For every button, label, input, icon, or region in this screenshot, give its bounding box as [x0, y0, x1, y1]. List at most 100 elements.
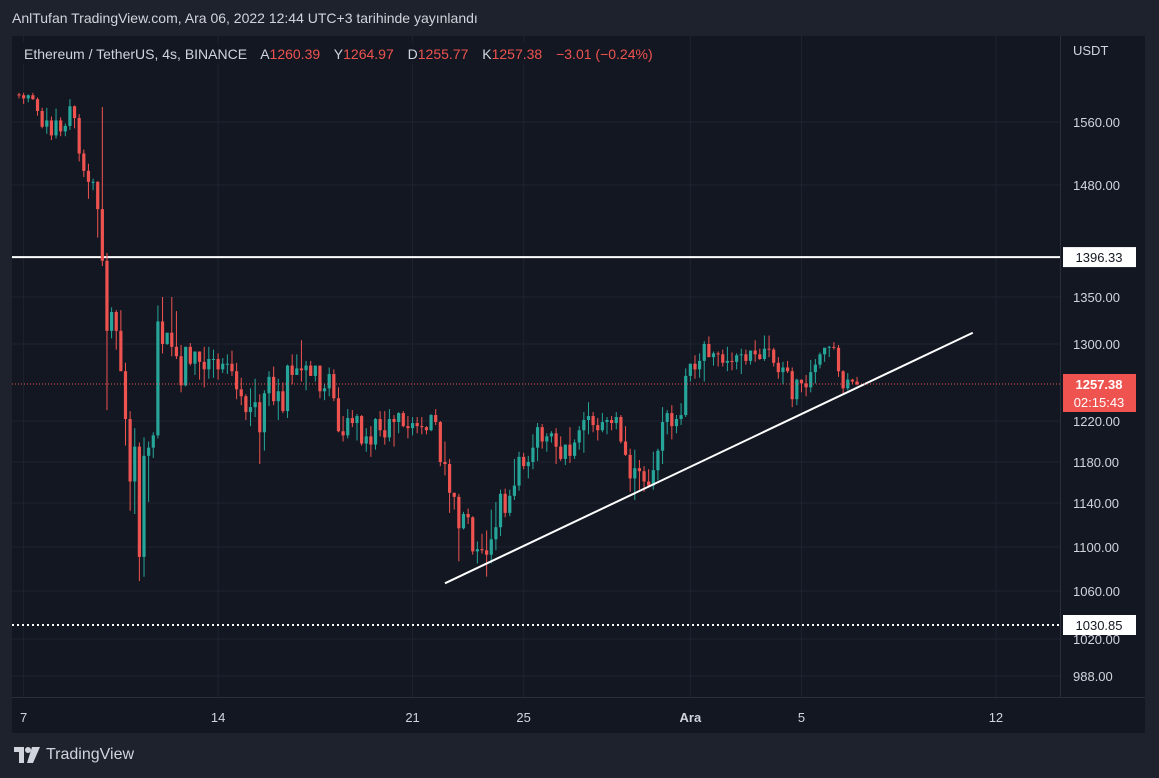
candle-body — [619, 417, 623, 442]
candle — [151, 432, 155, 458]
candle — [327, 367, 331, 397]
tradingview-logo[interactable]: TradingView — [14, 746, 134, 764]
candle — [221, 358, 225, 374]
candle — [373, 418, 378, 450]
legend-close-label: K — [482, 46, 492, 62]
candle — [174, 311, 179, 360]
price-tick-label: 1480.00 — [1073, 178, 1120, 193]
candle — [628, 448, 632, 492]
candles — [17, 92, 859, 582]
candle-body — [503, 493, 507, 513]
candle — [285, 364, 290, 419]
candle-body — [378, 419, 382, 431]
candle-body — [119, 330, 123, 372]
candle-body — [202, 361, 206, 370]
candle-body — [535, 427, 540, 448]
candle-body — [373, 419, 378, 445]
candle-body — [554, 433, 558, 447]
candle-body — [475, 549, 479, 552]
candle-body — [193, 351, 197, 364]
candle-body — [559, 446, 563, 459]
candle — [262, 390, 266, 451]
candle — [517, 451, 521, 491]
candle — [698, 353, 702, 378]
candle — [355, 414, 359, 441]
candle-body — [360, 416, 364, 444]
candle-body — [147, 447, 151, 456]
trend-lines — [444, 331, 974, 585]
candle — [674, 415, 679, 434]
candle — [346, 409, 350, 439]
price-tick-label: 1180.00 — [1073, 455, 1119, 470]
candle-body — [364, 436, 368, 444]
candle — [721, 349, 725, 367]
candle-body — [258, 402, 262, 433]
candle-body — [59, 120, 63, 132]
legend-symbol: Ethereum / TetherUS, 4s, BINANCE — [24, 46, 247, 62]
candlestick-chart[interactable]: Ethereum / TetherUS, 4s, BINANCE A1260.3… — [12, 36, 1145, 733]
level-price-badge: 1396.33 — [1063, 247, 1136, 268]
candle-body — [591, 416, 595, 426]
candle — [563, 444, 567, 466]
candle — [785, 360, 790, 374]
candle-body — [434, 415, 438, 423]
countdown-label: 02:15:43 — [1074, 395, 1125, 410]
candle-body — [230, 363, 234, 372]
candle — [258, 394, 262, 465]
candle — [387, 409, 391, 442]
candle — [133, 428, 137, 514]
candle — [586, 402, 591, 435]
candle-body — [776, 362, 780, 373]
candle-body — [855, 381, 859, 385]
chart-panel[interactable]: Ethereum / TetherUS, 4s, BINANCE A1260.3… — [12, 36, 1145, 733]
candle-body — [272, 376, 276, 402]
candle — [512, 458, 517, 500]
candle — [485, 530, 489, 577]
candle — [309, 360, 313, 376]
candle-body — [281, 391, 285, 412]
candle-body — [295, 368, 299, 375]
legend-open-label: A — [260, 46, 270, 62]
candle-body — [91, 181, 95, 183]
candle-body — [253, 402, 257, 408]
candle-body — [17, 94, 21, 96]
candle-body — [63, 125, 67, 132]
price-tick-label: 1220.00 — [1073, 414, 1120, 429]
candle — [633, 449, 637, 500]
candle-body — [614, 417, 618, 424]
candle — [526, 455, 530, 479]
candle — [253, 378, 257, 418]
candle-body — [239, 389, 243, 397]
candle-body — [170, 332, 174, 347]
candle-body — [137, 446, 141, 557]
candle — [276, 378, 280, 421]
price-axis: 1560.00 1480.00 1350.00 1300.00 1220.00 1180.… — [1073, 115, 1120, 684]
candle-body — [22, 95, 26, 99]
candle-body — [309, 365, 313, 376]
candle-body — [179, 356, 183, 386]
candle-body — [549, 433, 554, 437]
candle — [128, 411, 132, 511]
candle — [96, 181, 100, 238]
candle — [68, 99, 72, 130]
candle-body — [415, 423, 419, 427]
candle-body — [679, 415, 683, 420]
candle-body — [545, 436, 549, 442]
candle — [827, 345, 831, 358]
candle — [281, 382, 285, 414]
candle-body — [54, 120, 58, 136]
candle — [244, 394, 248, 421]
candle — [568, 427, 572, 464]
candle — [596, 418, 600, 441]
candle — [235, 362, 239, 400]
candle — [850, 378, 854, 385]
candle — [378, 411, 382, 437]
candle-body — [573, 442, 577, 456]
legend-background — [18, 42, 658, 64]
candle-body — [485, 550, 489, 555]
candle — [397, 412, 401, 434]
candle-body — [327, 374, 331, 389]
candle-body — [387, 419, 391, 438]
candle-body — [86, 170, 91, 182]
candle — [549, 431, 554, 443]
